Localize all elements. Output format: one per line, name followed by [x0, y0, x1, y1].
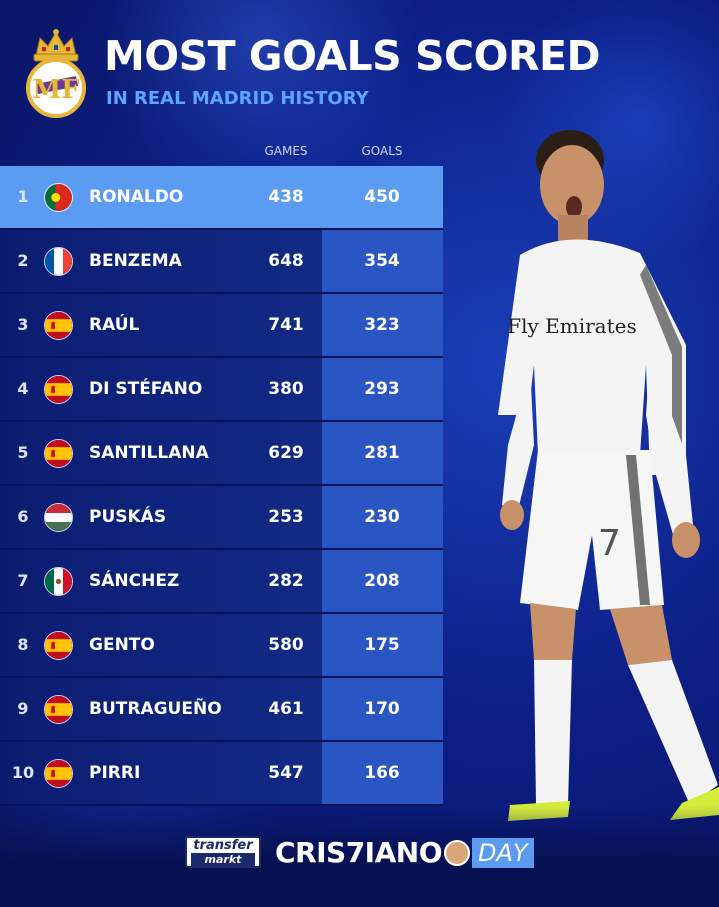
player-name: SANTILLANA — [89, 443, 209, 463]
player-photo: Fly Emirates 7 — [498, 130, 719, 821]
player-name: BENZEMA — [89, 251, 182, 271]
cristiano-day-wordmark: CRIS7IANO — [275, 836, 443, 869]
table-row: 9 BUTRAGUEÑO 461 170 — [0, 678, 443, 742]
shirt-number: 7 — [598, 523, 621, 564]
spain-flag-icon — [44, 631, 73, 660]
games-value: 253 — [268, 507, 304, 527]
france-flag-icon — [44, 247, 73, 276]
goals-value: 293 — [364, 379, 400, 399]
goals-value: 323 — [364, 315, 400, 335]
spain-flag-icon — [44, 311, 73, 340]
rank-number: 3 — [17, 315, 29, 334]
table-row: 2 BENZEMA 648 354 — [0, 230, 443, 294]
portugal-flag-icon — [44, 183, 73, 212]
transfermarkt-logo-bottom: markt — [191, 853, 255, 866]
goals-value: 208 — [364, 571, 400, 591]
rank-number: 9 — [17, 699, 29, 718]
table-row: 10 PIRRI 547 166 — [0, 742, 443, 806]
face-icon — [444, 839, 470, 866]
table-row: 8 GENTO 580 175 — [0, 614, 443, 678]
games-value: 461 — [268, 699, 304, 719]
spain-flag-icon — [44, 375, 73, 404]
spain-flag-icon — [44, 439, 73, 468]
games-value: 741 — [268, 315, 304, 335]
goals-cell-bg — [322, 486, 443, 548]
footer-band — [0, 806, 719, 907]
player-name: PIRRI — [89, 763, 141, 783]
page-title: MOST GOALS SCORED — [104, 32, 601, 80]
rank-number: 2 — [17, 251, 29, 270]
goals-value: 175 — [364, 635, 400, 655]
rank-number: 7 — [17, 571, 29, 590]
cristiano-day-day: DAY — [472, 837, 534, 868]
spain-flag-icon — [44, 759, 73, 788]
cristiano-day-logo: CRIS7IANO DAY — [275, 836, 534, 870]
player-name: BUTRAGUEÑO — [89, 699, 222, 719]
spain-flag-icon — [44, 695, 73, 724]
transfermarkt-logo: transfer markt — [185, 836, 261, 868]
player-name: GENTO — [89, 635, 155, 655]
table-row: 3 RAÚL 741 323 — [0, 294, 443, 358]
transfermarkt-logo-top: transfer — [193, 838, 253, 853]
goals-cell-bg — [322, 678, 443, 740]
goals-table: 1 RONALDO 438 450 2 BENZEMA 648 354 3 RA… — [0, 166, 443, 806]
goals-cell-bg — [322, 294, 443, 356]
games-value: 282 — [268, 571, 304, 591]
goals-value: 354 — [364, 251, 400, 271]
goals-cell-bg — [322, 614, 443, 676]
games-value: 648 — [268, 251, 304, 271]
player-name: RONALDO — [89, 187, 184, 207]
goals-value: 170 — [364, 699, 400, 719]
rank-number: 4 — [17, 379, 29, 398]
goals-cell-bg — [322, 742, 443, 804]
svg-text:MF: MF — [32, 75, 80, 105]
shirt-sponsor: Fly Emirates — [507, 314, 637, 338]
player-name: DI STÉFANO — [89, 379, 203, 399]
goals-value: 166 — [364, 763, 400, 783]
column-header-games: GAMES — [264, 144, 308, 158]
player-name: RAÚL — [89, 315, 140, 335]
games-value: 438 — [268, 187, 304, 207]
page-subtitle: IN REAL MADRID HISTORY — [106, 88, 369, 109]
games-value: 547 — [268, 763, 304, 783]
rank-number: 5 — [17, 443, 29, 462]
rank-number: 10 — [11, 763, 35, 782]
table-row: 6 PUSKÁS 253 230 — [0, 486, 443, 550]
rank-number: 8 — [17, 635, 29, 654]
games-value: 380 — [268, 379, 304, 399]
goals-cell-bg — [322, 550, 443, 612]
games-value: 629 — [268, 443, 304, 463]
goals-cell-bg — [322, 358, 443, 420]
table-row: 7 SÁNCHEZ 282 208 — [0, 550, 443, 614]
player-name: PUSKÁS — [89, 507, 167, 527]
column-header-goals: GOALS — [361, 144, 403, 158]
hungary-flag-icon — [44, 503, 73, 532]
games-value: 580 — [268, 635, 304, 655]
goals-cell-bg — [322, 230, 443, 292]
table-row: 5 SANTILLANA 629 281 — [0, 422, 443, 486]
real-madrid-crest-icon: MF — [26, 29, 86, 118]
goals-cell-bg — [322, 422, 443, 484]
mexico-flag-icon — [44, 567, 73, 596]
goals-value: 281 — [364, 443, 400, 463]
rank-number: 1 — [17, 187, 29, 206]
rank-number: 6 — [17, 507, 29, 526]
player-name: SÁNCHEZ — [89, 571, 180, 591]
table-row: 4 DI STÉFANO 380 293 — [0, 358, 443, 422]
goals-value: 230 — [364, 507, 400, 527]
goals-value: 450 — [364, 187, 400, 207]
table-row: 1 RONALDO 438 450 — [0, 166, 443, 230]
